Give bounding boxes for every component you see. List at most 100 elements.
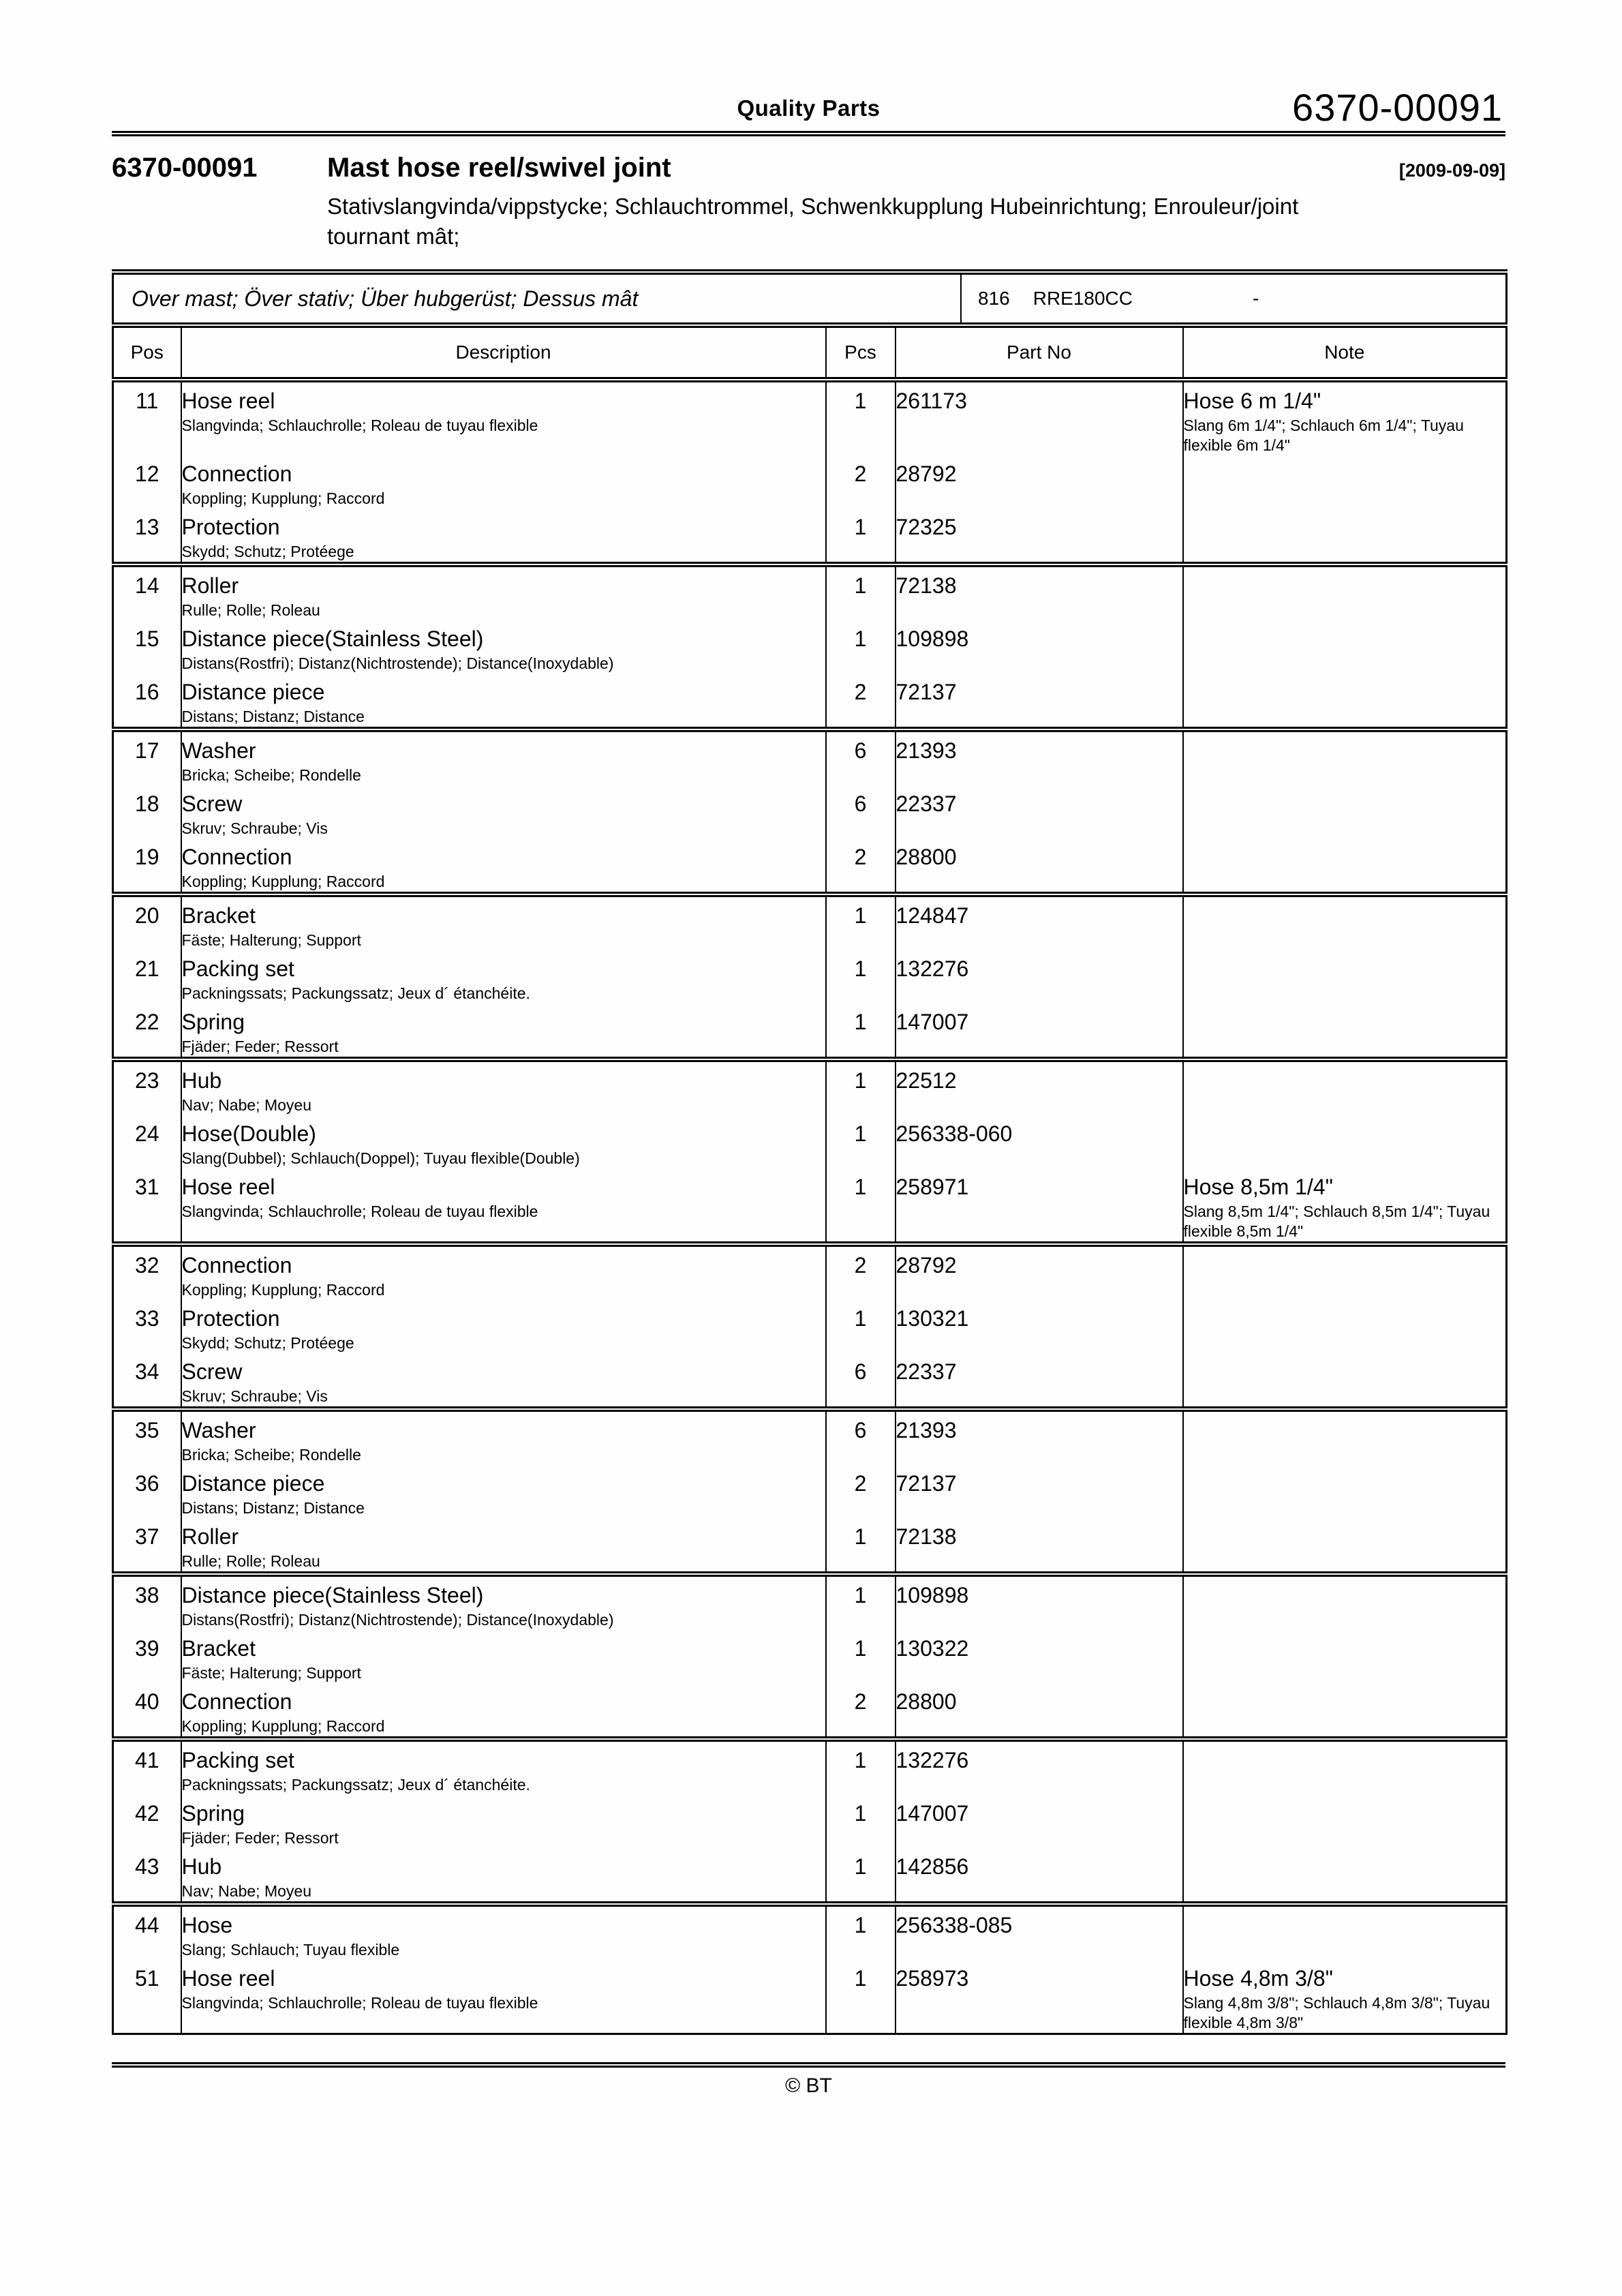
description-sub: Packningssats; Packungssatz; Jeux d´ éta… bbox=[181, 984, 530, 1002]
description-sub: Distans(Rostfri); Distanz(Nichtrostende)… bbox=[181, 654, 614, 672]
description-main: Roller bbox=[181, 1524, 239, 1549]
pcs-cell: 1 bbox=[825, 1003, 896, 1059]
part-no-cell: 28800 bbox=[894, 839, 1184, 894]
footer-rule bbox=[112, 2062, 1505, 2068]
note-sub: Slang 8,5m 1/4"; Schlauch 8,5m 1/4"; Tuy… bbox=[1183, 1203, 1490, 1240]
part-no-cell: 132276 bbox=[894, 1736, 1184, 1795]
table-row-pos-33: 33 Protection Skydd; Schutz; Protéege 1 1303… bbox=[112, 1300, 1508, 1353]
description-main: Connection bbox=[181, 1253, 292, 1278]
description-main: Hose reel bbox=[181, 389, 275, 413]
note-cell bbox=[1182, 785, 1508, 839]
description-cell: Spring Fjäder; Feder; Ressort bbox=[180, 1003, 827, 1059]
col-header-note: Note bbox=[1182, 325, 1508, 382]
description-cell: Roller Rulle; Rolle; Roleau bbox=[180, 562, 827, 620]
description-cell: Distance piece(Stainless Steel) Distans(R… bbox=[180, 1571, 827, 1630]
pos-cell: 35 bbox=[112, 1406, 182, 1465]
pos-cell: 24 bbox=[112, 1115, 182, 1168]
pcs-cell: 2 bbox=[825, 1683, 896, 1739]
part-no-cell: 124847 bbox=[894, 892, 1184, 950]
note-cell bbox=[1182, 727, 1508, 785]
pos-cell: 32 bbox=[112, 1241, 182, 1300]
table-row-pos-38: 38 Distance piece(Stainless Steel) Distans… bbox=[112, 1571, 1508, 1630]
note-sub: Slang 6m 1/4"; Schlauch 6m 1/4"; Tuyau f… bbox=[1183, 417, 1464, 454]
col-header-pcs: Pcs bbox=[825, 325, 896, 382]
description-cell: Hose reel Slangvinda; Schlauchrolle; Role… bbox=[180, 1168, 827, 1244]
note-cell bbox=[1182, 1241, 1508, 1300]
pos-cell: 42 bbox=[112, 1795, 182, 1848]
copyright: © BT bbox=[785, 2074, 832, 2097]
description-cell: Connection Koppling; Kupplung; Raccord bbox=[180, 455, 827, 509]
note-cell bbox=[1182, 1518, 1508, 1574]
description-main: Distance piece bbox=[181, 1471, 325, 1496]
note-cell bbox=[1182, 1115, 1508, 1168]
note-main: Hose 4,8m 3/8" bbox=[1183, 1966, 1333, 1991]
part-no-cell: 130322 bbox=[894, 1630, 1184, 1683]
description-cell: Hub Nav; Nabe; Moyeu bbox=[180, 1057, 827, 1115]
description-sub: Bricka; Scheibe; Rondelle bbox=[181, 766, 361, 784]
part-no-cell: 130321 bbox=[894, 1300, 1184, 1353]
part-no-cell: 28792 bbox=[894, 455, 1184, 509]
part-no-cell: 21393 bbox=[894, 727, 1184, 785]
table-row-pos-11: 11 Hose reel Slangvinda; Schlauchrolle; Ro… bbox=[112, 380, 1508, 455]
description-cell: Protection Skydd; Schutz; Protéege bbox=[180, 509, 827, 564]
pcs-cell: 1 bbox=[825, 562, 896, 620]
section-row: Over mast; Över stativ; Über hubgerüst; … bbox=[112, 272, 1508, 328]
pcs-cell: 1 bbox=[825, 1736, 896, 1795]
part-no-cell: 109898 bbox=[894, 1571, 1184, 1630]
description-main: Protection bbox=[181, 515, 280, 539]
page-title: Mast hose reel/swivel joint bbox=[327, 153, 671, 183]
description-main: Spring bbox=[181, 1010, 245, 1034]
note-cell bbox=[1182, 509, 1508, 564]
table-row-pos-41: 41 Packing set Packningssats; Packungssatz… bbox=[112, 1736, 1508, 1795]
pos-cell: 19 bbox=[112, 839, 182, 894]
part-no-cell: 258973 bbox=[894, 1960, 1184, 2034]
column-header-row: Pos Description Pcs Part No Note bbox=[112, 325, 1508, 382]
pos-cell: 16 bbox=[112, 674, 182, 729]
note-cell bbox=[1182, 1465, 1508, 1518]
description-sub: Distans; Distanz; Distance bbox=[181, 708, 365, 725]
pcs-cell: 1 bbox=[825, 509, 896, 564]
pcs-cell: 1 bbox=[825, 1571, 896, 1630]
description-sub: Fäste; Halterung; Support bbox=[181, 931, 361, 949]
pcs-cell: 1 bbox=[825, 1168, 896, 1244]
pos-cell: 31 bbox=[112, 1168, 182, 1244]
table-row-pos-40: 40 Connection Koppling; Kupplung; Raccord 2… bbox=[112, 1683, 1508, 1739]
pos-cell: 34 bbox=[112, 1353, 182, 1409]
description-main: Bracket bbox=[181, 1636, 256, 1661]
pos-cell: 41 bbox=[112, 1736, 182, 1795]
note-cell bbox=[1182, 1406, 1508, 1465]
pcs-cell: 1 bbox=[825, 1848, 896, 1904]
pos-cell: 17 bbox=[112, 727, 182, 785]
note-cell bbox=[1182, 1901, 1508, 1960]
description-sub: Distans(Rostfri); Distanz(Nichtrostende)… bbox=[181, 1611, 614, 1629]
table-row-pos-39: 39 Bracket Fäste; Halterung; Support 1 13032… bbox=[112, 1630, 1508, 1683]
pos-cell: 18 bbox=[112, 785, 182, 839]
section-dash: - bbox=[1253, 288, 1259, 309]
part-no-cell: 22337 bbox=[894, 1353, 1184, 1409]
note-cell bbox=[1182, 892, 1508, 950]
pcs-cell: 1 bbox=[825, 1960, 896, 2034]
pos-cell: 11 bbox=[112, 380, 182, 455]
pcs-cell: 1 bbox=[825, 950, 896, 1003]
table-row-pos-44: 44 Hose Slang; Schlauch; Tuyau flexible 1 25… bbox=[112, 1901, 1508, 1960]
pos-cell: 37 bbox=[112, 1518, 182, 1574]
description-main: Screw bbox=[181, 1359, 243, 1384]
table-row-pos-12: 12 Connection Koppling; Kupplung; Raccord 2… bbox=[112, 455, 1508, 509]
description-sub: Slang(Dubbel); Schlauch(Doppel); Tuyau f… bbox=[181, 1149, 580, 1167]
section-scope: Over mast; Över stativ; Über hubgerüst; … bbox=[114, 275, 962, 320]
table-row-pos-37: 37 Roller Rulle; Rolle; Roleau 1 72138 bbox=[112, 1518, 1508, 1574]
pcs-cell: 2 bbox=[825, 1241, 896, 1300]
description-sub: Slangvinda; Schlauchrolle; Roleau de tuy… bbox=[181, 1994, 538, 2012]
description-main: Connection bbox=[181, 1689, 292, 1714]
pcs-cell: 1 bbox=[825, 1518, 896, 1574]
note-cell bbox=[1182, 1630, 1508, 1683]
description-main: Spring bbox=[181, 1801, 245, 1826]
description-sub: Koppling; Kupplung; Raccord bbox=[181, 1281, 385, 1299]
pcs-cell: 1 bbox=[825, 620, 896, 674]
table-row-pos-21: 21 Packing set Packningssats; Packungssatz… bbox=[112, 950, 1508, 1003]
subtitle-line: tournant mât; bbox=[327, 224, 460, 249]
document-number-large: 6370-00091 bbox=[1292, 86, 1503, 129]
description-main: Bracket bbox=[181, 903, 256, 928]
description-cell: Connection Koppling; Kupplung; Raccord bbox=[180, 1683, 827, 1739]
